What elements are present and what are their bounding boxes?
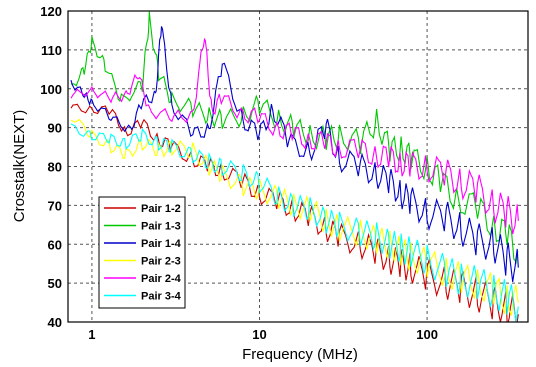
x-tick-label: 10 [252, 327, 266, 342]
legend-label: Pair 1-2 [141, 203, 181, 215]
y-tick-label: 100 [40, 82, 62, 97]
x-tick-label: 100 [416, 327, 438, 342]
legend-label: Pair 1-3 [141, 221, 181, 233]
series-line [70, 118, 519, 316]
y-tick-label: 110 [41, 43, 62, 58]
y-tick-label: 70 [48, 198, 62, 213]
legend-label: Pair 1-4 [141, 238, 182, 250]
legend-box [98, 196, 186, 309]
series-line [70, 26, 519, 282]
series-line [70, 123, 519, 323]
series-line [70, 103, 519, 323]
legend: Pair 1-2 Pair 1-3 Pair 1-4 Pair 2-3 Pair 2-4… [98, 196, 186, 309]
legend-label: Pair 3-4 [141, 291, 182, 303]
series-lines [70, 11, 519, 323]
y-axis-label: Crosstalk(NEXT) [11, 110, 28, 223]
y-tick-label: 40 [48, 315, 62, 330]
plot-frame [67, 10, 529, 323]
y-ticks: 40 50 60 70 80 90 100 110 120 [40, 4, 62, 330]
legend-label: Pair 2-4 [141, 273, 182, 285]
y-tick-label: 80 [48, 160, 62, 175]
y-tick-label: 90 [48, 121, 62, 136]
y-tick-label: 60 [48, 237, 62, 252]
x-tick-label: 1 [88, 327, 95, 342]
x-axis-label: Frequency (MHz) [242, 346, 358, 363]
x-ticks: 1 10 100 [88, 327, 438, 342]
y-tick-label: 120 [40, 4, 62, 19]
legend-label: Pair 2-3 [141, 256, 181, 268]
y-tick-label: 50 [48, 276, 62, 291]
series-line [70, 37, 519, 235]
